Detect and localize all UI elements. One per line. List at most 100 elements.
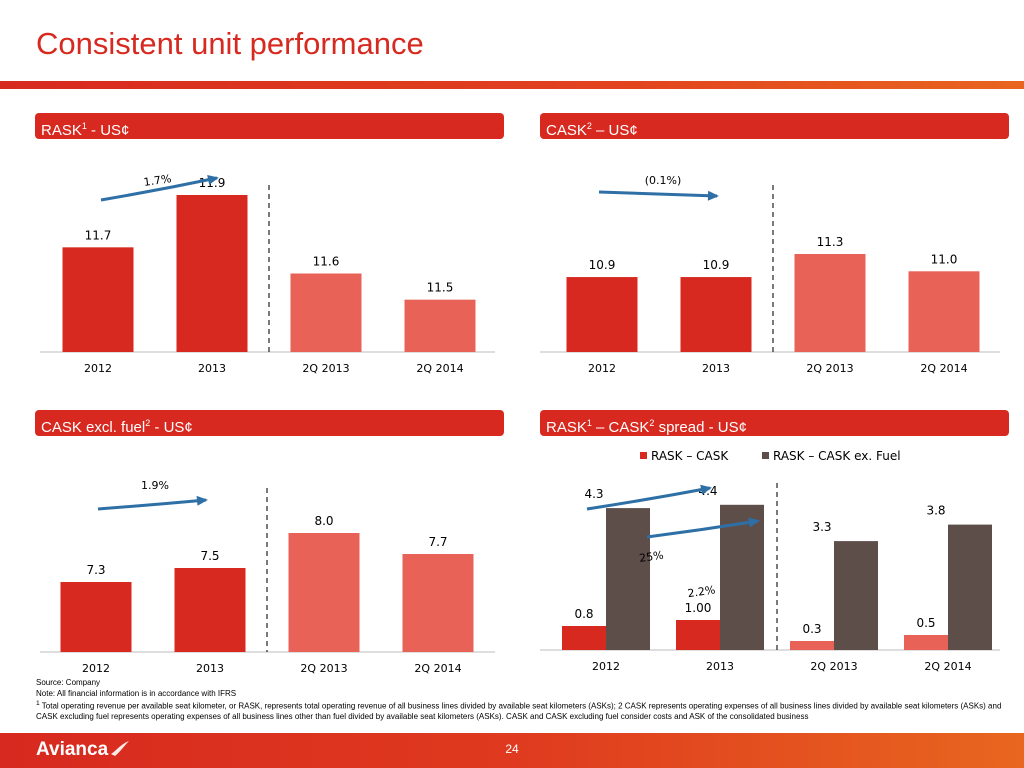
x-tick-label: 2013	[198, 362, 226, 375]
panel-title-suffix: - US¢	[86, 122, 130, 139]
bar-2q-2014	[908, 271, 980, 352]
data-label: 4.3	[584, 487, 603, 501]
growth-arrow-head	[196, 495, 208, 506]
footnote-marker: 1	[36, 700, 40, 707]
cask-bar-chart: 10.9 2012 10.9 2013 11.3 2Q 2013 11.0 2Q 2014 (0…	[540, 174, 1000, 375]
growth-annotation: (0.1%)	[645, 174, 682, 187]
footnote-marker: 2	[649, 418, 655, 428]
data-label: 0.3	[802, 622, 821, 636]
page-number: 24	[505, 742, 519, 756]
definitions-text: Total operating revenue per available se…	[36, 701, 1002, 722]
rask-panel-header: RASK1 - US¢	[35, 113, 504, 139]
bar-2012	[566, 277, 638, 352]
avianca-logo: Avianca	[36, 739, 109, 760]
growth-arrow-head	[748, 517, 760, 528]
data-label: 11.3	[817, 235, 844, 249]
panel-title-suffix: – US¢	[591, 122, 638, 139]
bar-2q-2013	[290, 273, 362, 352]
page-title: Consistent unit performance	[36, 26, 424, 61]
bar-rask-cask-ex-fuel-2012	[606, 508, 650, 650]
data-label: 3.3	[812, 520, 831, 534]
legend-label: RASK – CASK	[651, 449, 729, 463]
panel-title-label: CASK excl. fuel	[41, 419, 146, 436]
x-tick-label: 2012	[588, 362, 616, 375]
bar-2013	[176, 195, 248, 352]
growth-arrow-head	[207, 174, 219, 185]
panel-title-label: CASK	[546, 122, 587, 139]
bar-2q-2014	[402, 554, 474, 652]
x-tick-label: 2Q 2013	[302, 362, 349, 375]
footnotes: Source: Company Note: All financial info…	[36, 678, 1016, 723]
growth-arrow	[97, 498, 207, 511]
bar-2q-2013	[288, 533, 360, 652]
legend-label: RASK – CASK ex. Fuel	[773, 449, 901, 463]
footnote-marker: 2	[586, 121, 592, 131]
legend-swatch-rask-cask-ex-fuel	[762, 452, 769, 459]
x-tick-label: 2Q 2014	[414, 662, 461, 675]
data-label: 10.9	[703, 258, 730, 272]
bar-rask-cask-ex-fuel-2013	[720, 504, 764, 650]
bar-rask-cask-2q-2013	[790, 641, 834, 650]
growth-arrow-head	[707, 190, 719, 201]
panel-title-label: RASK	[546, 419, 587, 436]
data-label: 11.7	[85, 228, 112, 242]
data-label: 11.0	[931, 252, 958, 266]
x-tick-label: 2012	[84, 362, 112, 375]
x-tick-label: 2012	[82, 662, 110, 675]
bar-rask-cask-ex-fuel-2q-2014	[948, 524, 992, 650]
spread-panel-header: RASK1 – CASK2 spread - US¢	[540, 410, 1009, 436]
cask-panel-header: CASK2 – US¢	[540, 113, 1009, 139]
avianca-bird-icon	[111, 741, 129, 756]
x-tick-label: 2Q 2014	[416, 362, 463, 375]
data-label: 7.5	[200, 549, 219, 563]
panel-title-suffix: - US¢	[150, 419, 193, 436]
x-tick-label: 2Q 2013	[806, 362, 853, 375]
data-label: 11.6	[313, 255, 340, 269]
bar-rask-cask-2012	[562, 626, 606, 650]
growth-arrow-head	[700, 484, 712, 495]
x-tick-label: 2013	[706, 660, 734, 673]
bar-2012	[62, 247, 134, 352]
data-label: 0.8	[574, 607, 593, 621]
footnote-marker: 1	[586, 418, 592, 428]
data-label: 0.5	[916, 616, 935, 630]
bar-2q-2013	[794, 254, 866, 352]
x-tick-label: 2Q 2013	[810, 660, 857, 673]
growth-annotation: 2.2%	[687, 583, 716, 600]
panel-title-suffix: – CASK	[591, 419, 650, 436]
x-tick-label: 2012	[592, 660, 620, 673]
x-tick-label: 2013	[702, 362, 730, 375]
source-note: Source: Company	[36, 678, 101, 687]
bar-2013	[680, 277, 752, 352]
data-label: 7.3	[86, 563, 105, 577]
footer-bar: Avianca 24	[0, 733, 1024, 768]
growth-arrow	[586, 486, 711, 511]
ifrs-note: Note: All financial information is in ac…	[36, 688, 237, 698]
growth-arrow	[598, 190, 718, 198]
cask-ex-fuel-bar-chart: 7.3 2012 7.5 2013 8.0 2Q 2013 7.7 2Q 2014 1.9%	[40, 479, 495, 675]
data-label: 10.9	[589, 258, 616, 272]
x-tick-label: 2Q 2014	[924, 660, 971, 673]
data-label: 1.00	[685, 601, 712, 615]
growth-annotation: 1.7%	[143, 172, 172, 189]
cask-ex-fuel-panel-header: CASK excl. fuel2 - US¢	[35, 410, 504, 436]
x-tick-label: 2013	[196, 662, 224, 675]
data-label: 3.8	[926, 504, 945, 518]
bar-rask-cask-2q-2014	[904, 635, 948, 650]
spread-bar-chart: RASK – CASK RASK – CASK ex. Fuel 0.8 4.3 201…	[540, 449, 1000, 673]
panel-title-label: RASK	[41, 122, 82, 139]
growth-arrow	[646, 519, 759, 539]
data-label: 8.0	[314, 514, 333, 528]
definitions-footnote: 1 Total operating revenue per available …	[36, 699, 1016, 723]
growth-annotation: 1.9%	[141, 479, 169, 492]
footnote-marker: 1	[81, 121, 87, 131]
bar-2012	[60, 582, 132, 652]
panel-title-suffix: spread - US¢	[654, 419, 747, 436]
title-divider	[0, 81, 1024, 89]
bar-2013	[174, 568, 246, 652]
data-label: 11.5	[427, 281, 454, 295]
data-label: 7.7	[428, 535, 447, 549]
bar-2q-2014	[404, 299, 476, 352]
legend-swatch-rask-cask	[640, 452, 647, 459]
